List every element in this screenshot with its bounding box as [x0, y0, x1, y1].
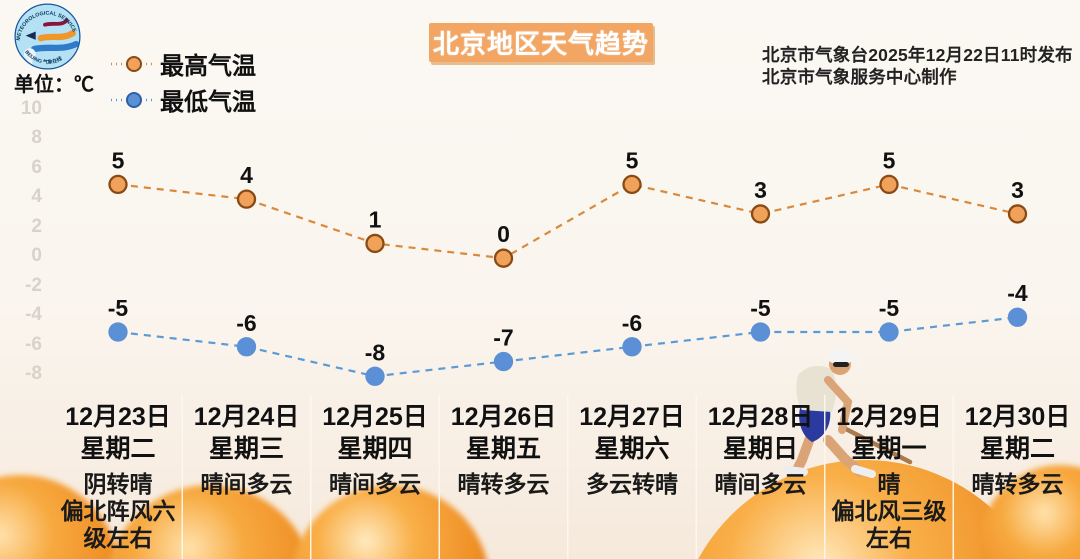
svg-text:5: 5	[883, 147, 896, 173]
svg-text:5: 5	[112, 147, 125, 173]
svg-text:0: 0	[497, 221, 510, 247]
svg-text:-4: -4	[1007, 280, 1028, 306]
svg-text:-5: -5	[108, 295, 129, 321]
svg-text:4: 4	[240, 162, 253, 188]
svg-text:3: 3	[754, 177, 767, 203]
svg-text:-6: -6	[622, 310, 642, 336]
svg-text:5: 5	[626, 147, 639, 173]
svg-text:3: 3	[1011, 177, 1024, 203]
svg-text:-7: -7	[493, 325, 513, 351]
svg-text:1: 1	[369, 206, 382, 232]
svg-text:-5: -5	[879, 295, 900, 321]
svg-text:-6: -6	[236, 310, 256, 336]
svg-text:-5: -5	[750, 295, 771, 321]
svg-text:-8: -8	[365, 339, 386, 365]
